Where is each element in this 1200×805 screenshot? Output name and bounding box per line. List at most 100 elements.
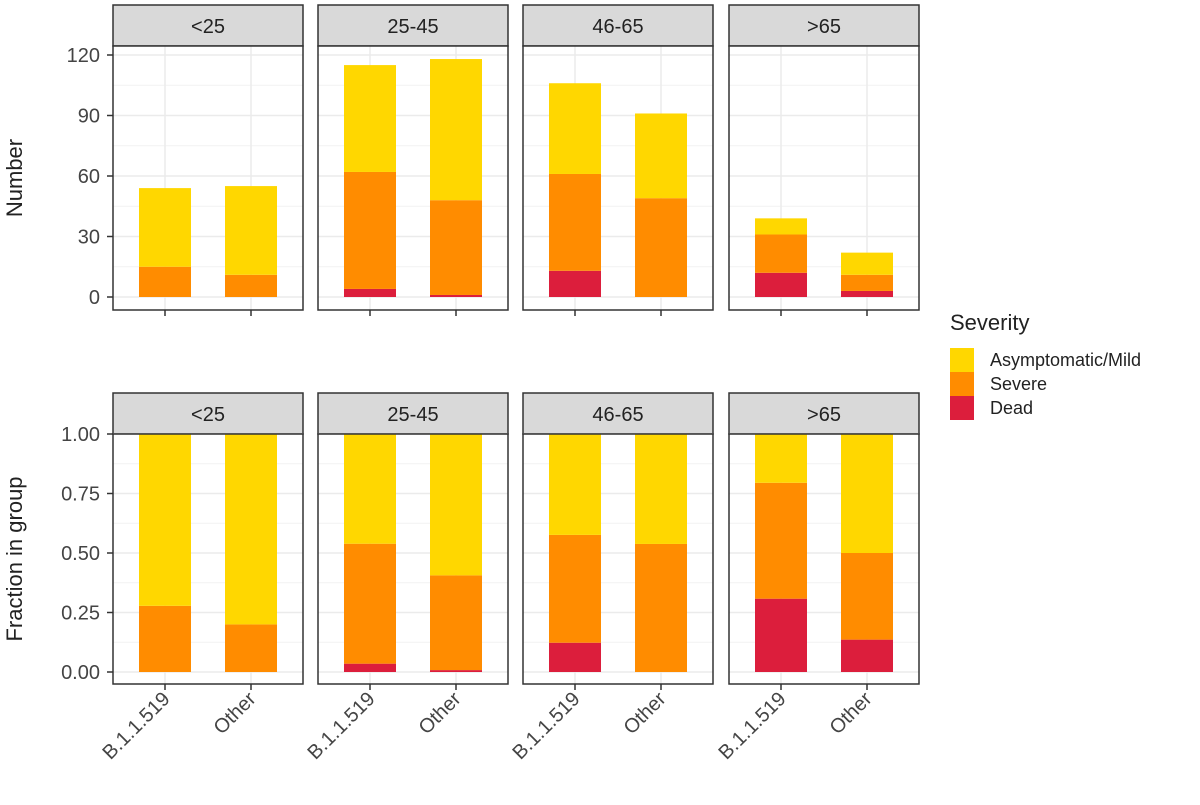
facet-strip (728, 392, 920, 435)
bar-segment-dead (755, 272, 807, 297)
y-axis-label: Fraction in group (2, 476, 27, 641)
panel-border (112, 45, 304, 311)
bar-segment-asymptomatic-mild (344, 434, 396, 544)
facet-strip-label: 25-45 (387, 404, 438, 426)
legend: Severity Asymptomatic/Mild Severe Dead (950, 310, 1141, 420)
facet-panel-46-65: 46-65 (522, 4, 714, 316)
bar-segment-asymptomatic-mild (755, 434, 807, 483)
legend-key (950, 348, 974, 372)
x-tick-label: B.1.1.519 (303, 688, 379, 764)
panel-border (112, 433, 304, 685)
facet-strip-label: 46-65 (592, 404, 643, 426)
bar-segment-dead (755, 598, 807, 672)
x-tick-label: B.1.1.519 (508, 688, 584, 764)
bar-segment-severe (841, 553, 893, 640)
bar-segment-severe (225, 274, 277, 297)
bar-segment-asymptomatic-mild (635, 434, 687, 544)
facet-panel-46-65: 46-65 B.1.1.519 Other (508, 392, 714, 764)
panel-border (522, 45, 714, 311)
y-tick-label: 120 (67, 45, 100, 67)
x-tick-label: Other (620, 688, 671, 739)
x-tick-label: Other (415, 688, 466, 739)
bar-segment-severe (549, 534, 601, 643)
bar-segment-severe (139, 605, 191, 672)
legend-key (950, 396, 974, 420)
bar-segment-asymptomatic-mild (344, 65, 396, 172)
panel-border (728, 45, 920, 311)
bar-segment-dead (344, 663, 396, 672)
bar-segment-asymptomatic-mild (430, 434, 482, 576)
bar-segment-dead (841, 639, 893, 672)
bar-segment-dead (549, 642, 601, 672)
bar-segment-severe (635, 543, 687, 672)
bar-segment-asymptomatic-mild (549, 83, 601, 174)
y-tick-label: 60 (78, 166, 100, 188)
y-tick-label: 0 (89, 287, 100, 309)
facet-strip-label: <25 (191, 16, 225, 38)
chart-row-2: Fraction in group 0.00 0.25 0.50 0.75 1.00 <25… (2, 392, 920, 764)
legend-label: Dead (990, 398, 1033, 418)
bar-segment-severe (755, 234, 807, 273)
x-tick-label: B.1.1.519 (98, 688, 174, 764)
bar-segment-severe (139, 266, 191, 297)
y-tick-label: 0.00 (61, 662, 100, 684)
bar-segment-asymptomatic-mild (430, 59, 482, 201)
bar-segment-asymptomatic-mild (755, 218, 807, 235)
facet-panel-25-45: 25-45 B.1.1.519 Other (303, 392, 509, 764)
bar-segment-asymptomatic-mild (841, 434, 893, 553)
bar-segment-asymptomatic-mild (139, 188, 191, 267)
bar-segment-dead (344, 288, 396, 297)
facet-strip (522, 4, 714, 47)
panel-border (728, 433, 920, 685)
bar-segment-asymptomatic-mild (549, 433, 601, 535)
bar-segment-severe (344, 543, 396, 664)
y-tick-label: 0.75 (61, 484, 100, 506)
bar-segment-dead (841, 290, 893, 297)
bar-segment-asymptomatic-mild (841, 252, 893, 275)
bar-segment-severe (841, 274, 893, 291)
y-tick-label: 90 (78, 106, 100, 128)
facet-strip-label: 25-45 (387, 16, 438, 38)
bar-segment-severe (549, 173, 601, 271)
y-tick-label: 0.50 (61, 543, 100, 565)
facet-strip-label: 46-65 (592, 16, 643, 38)
y-tick-label: 1.00 (61, 424, 100, 446)
facet-strip (112, 392, 304, 435)
bar-segment-asymptomatic-mild (225, 434, 277, 625)
bar-segment-asymptomatic-mild (139, 434, 191, 606)
facet-strip-label: <25 (191, 404, 225, 426)
bar-segment-dead (549, 270, 601, 297)
facet-panel->65: >65 B.1.1.519 Other (714, 392, 920, 764)
legend-label: Severe (990, 374, 1047, 394)
facet-panel-<25: <25 (112, 4, 304, 316)
y-tick-label: 0.25 (61, 603, 100, 625)
bar-segment-asymptomatic-mild (225, 186, 277, 275)
facet-strip (112, 4, 304, 47)
bar-segment-dead (430, 670, 482, 672)
bar-segment-severe (635, 198, 687, 297)
panel-border (522, 433, 714, 685)
y-axis-label: Number (2, 139, 27, 217)
bar-segment-severe (430, 575, 482, 671)
legend-key (950, 372, 974, 396)
x-tick-label: B.1.1.519 (714, 688, 790, 764)
x-tick-label: Other (826, 688, 877, 739)
bar-segment-asymptomatic-mild (635, 113, 687, 199)
legend-title: Severity (950, 310, 1029, 335)
facet-strip-label: >65 (807, 16, 841, 38)
facet-strip-label: >65 (807, 404, 841, 426)
bar-segment-severe (755, 482, 807, 599)
facet-panel-25-45: 25-45 (317, 4, 509, 316)
facet-strip (728, 4, 920, 47)
legend-label: Asymptomatic/Mild (990, 350, 1141, 370)
bar-segment-severe (225, 624, 277, 672)
facet-strip (317, 4, 509, 47)
y-tick-label: 30 (78, 227, 100, 249)
chart-row-1: Number 0 30 60 90 120 <25 25-45 46-65 >65 (2, 4, 920, 316)
bar-segment-severe (344, 171, 396, 289)
panel-border (317, 433, 509, 685)
bar-segment-severe (430, 200, 482, 295)
x-tick-label: Other (210, 688, 261, 739)
facet-strip (522, 392, 714, 435)
